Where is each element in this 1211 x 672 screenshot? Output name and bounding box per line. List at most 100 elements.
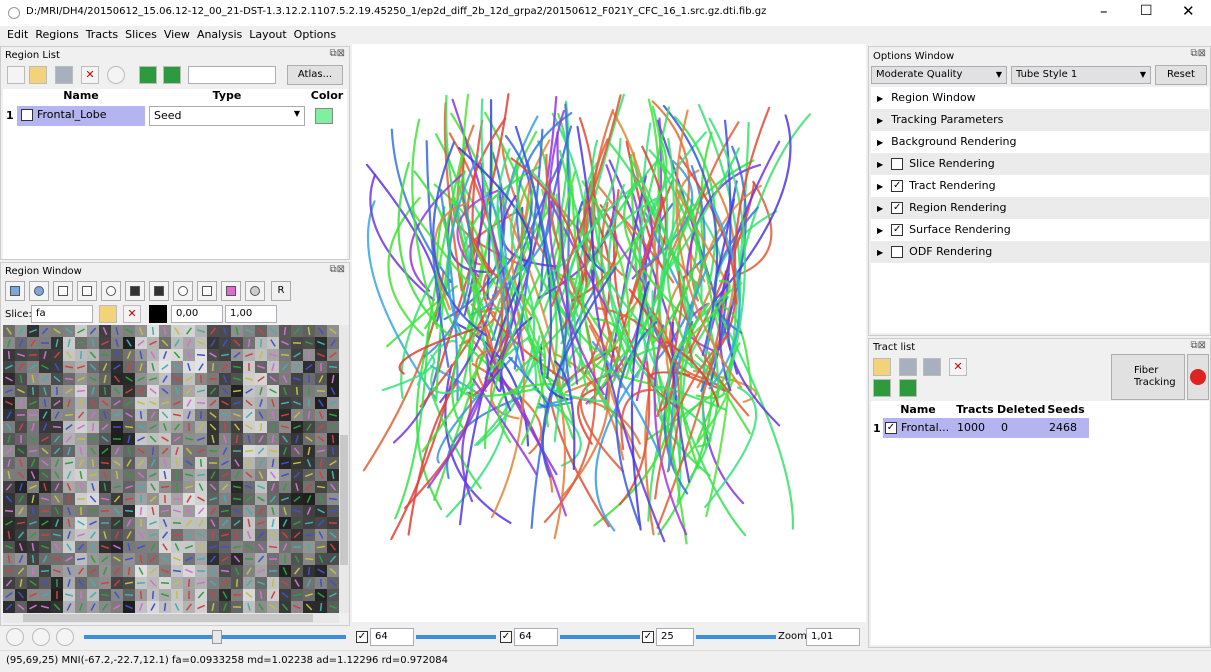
- menu-bar: Edit Regions Tracts Slices View Analysis Layou…: [0, 28, 1211, 44]
- checkbox[interactable]: ✓: [642, 631, 654, 643]
- dock-buttons[interactable]: ⧉⊠: [329, 48, 345, 59]
- region-row[interactable]: Frontal_Lobe: [17, 106, 145, 126]
- slice-combo[interactable]: fa: [31, 305, 93, 323]
- color-button[interactable]: [149, 305, 167, 323]
- option-section[interactable]: ▶Slice Rendering: [871, 153, 1209, 175]
- up-icon[interactable]: [873, 379, 891, 397]
- checkbox[interactable]: ✓: [500, 631, 512, 643]
- down-icon[interactable]: [899, 379, 917, 397]
- checkbox[interactable]: ✓: [885, 422, 897, 434]
- spin[interactable]: 64: [370, 628, 414, 646]
- fiber-direction: [141, 591, 142, 599]
- open-icon[interactable]: [29, 66, 47, 84]
- fiber-direction: [65, 415, 73, 416]
- close[interactable]: ✕: [1182, 2, 1195, 20]
- menu-item[interactable]: View: [164, 28, 190, 41]
- save-icon[interactable]: [899, 358, 917, 376]
- maximize[interactable]: ☐: [1140, 3, 1153, 19]
- menu-item[interactable]: Edit: [7, 28, 28, 41]
- save-icon[interactable]: [55, 66, 73, 84]
- fiber-direction: [272, 579, 273, 587]
- color-swatch[interactable]: [315, 108, 333, 124]
- tool-button: R: [271, 281, 291, 301]
- checkbox[interactable]: [21, 109, 33, 121]
- h-scrollbar[interactable]: [3, 613, 339, 623]
- max-spin[interactable]: 1,00: [225, 305, 277, 323]
- tool-button: [149, 281, 169, 301]
- menu-item[interactable]: Options: [294, 28, 336, 41]
- quality-combo[interactable]: Moderate Quality▼: [871, 66, 1007, 84]
- dock-buttons[interactable]: ⧉⊠: [1190, 48, 1206, 59]
- spin[interactable]: 64: [514, 628, 558, 646]
- zoom-label: Zoom: [778, 631, 807, 642]
- region-name: Frontal_Lobe: [37, 108, 107, 121]
- v-scrollbar[interactable]: [339, 325, 349, 613]
- tract-count: 1000: [957, 421, 985, 434]
- min-value: 0,00: [176, 308, 198, 319]
- view-icon[interactable]: [32, 628, 50, 646]
- search-field[interactable]: [188, 66, 276, 84]
- menu-item[interactable]: Layout: [249, 28, 286, 41]
- down-icon[interactable]: [163, 66, 181, 84]
- new-icon[interactable]: [7, 66, 25, 84]
- fiber-direction: [285, 327, 286, 335]
- tract-row[interactable]: ✓ Frontal... 1000 0 2468: [883, 418, 1089, 438]
- slider[interactable]: [696, 635, 776, 639]
- style-combo[interactable]: Tube Style 1▼: [1011, 66, 1151, 84]
- expand-arrow: ▶: [877, 248, 883, 257]
- delete-icon[interactable]: ✕: [81, 66, 99, 84]
- zoom-spin[interactable]: 1,01: [806, 628, 860, 646]
- slider-handle[interactable]: [212, 630, 222, 644]
- option-section[interactable]: ▶✓Surface Rendering: [871, 219, 1209, 241]
- reset-button[interactable]: Reset: [1155, 65, 1207, 85]
- option-section[interactable]: ▶ODF Rendering: [871, 241, 1209, 263]
- slider[interactable]: [416, 635, 496, 639]
- option-section[interactable]: ▶✓Region Rendering: [871, 197, 1209, 219]
- delete-icon[interactable]: ✕: [949, 358, 967, 376]
- stop-button[interactable]: [1187, 354, 1209, 400]
- tool-button: [77, 281, 97, 301]
- checkbox: ✓: [891, 180, 903, 192]
- option-section[interactable]: ▶✓Tract Rendering: [871, 175, 1209, 197]
- menu-item[interactable]: Tracts: [86, 28, 118, 41]
- menu-item[interactable]: Analysis: [197, 28, 242, 41]
- slice-view[interactable]: [3, 325, 339, 613]
- button-text: Fiber: [1134, 365, 1158, 376]
- option-section[interactable]: ▶Background Rendering: [871, 131, 1209, 153]
- section-label: Surface Rendering: [909, 223, 1011, 236]
- fiber-direction: [77, 439, 85, 440]
- row-index: 1: [873, 422, 881, 435]
- fiber-direction: [305, 559, 313, 560]
- slider[interactable]: [560, 635, 640, 639]
- delete-icon[interactable]: ✕: [123, 305, 141, 323]
- menu-item[interactable]: Slices: [125, 28, 157, 41]
- atlas-button[interactable]: Atlas...: [287, 65, 343, 85]
- tract-3d-view[interactable]: [352, 44, 866, 622]
- section-label: Slice Rendering: [909, 157, 995, 170]
- dock-buttons[interactable]: ⧉⊠: [329, 264, 345, 275]
- column-header: Name: [15, 89, 147, 103]
- save-all-icon[interactable]: [923, 358, 941, 376]
- brain-icon[interactable]: [107, 66, 125, 84]
- open-icon[interactable]: [873, 358, 891, 376]
- view-icon[interactable]: [56, 628, 74, 646]
- fiber-direction: [33, 555, 34, 563]
- fiber-direction: [125, 511, 133, 512]
- menu-item[interactable]: Regions: [35, 28, 78, 41]
- fiber-direction: [197, 355, 205, 356]
- open-icon[interactable]: [99, 305, 117, 323]
- fiber-direction: [140, 507, 141, 515]
- view-icon[interactable]: [6, 628, 24, 646]
- option-section[interactable]: ▶Region Window: [871, 87, 1209, 109]
- up-icon[interactable]: [139, 66, 157, 84]
- type-combo[interactable]: Seed▼: [149, 106, 305, 126]
- minimize[interactable]: –: [1100, 2, 1108, 20]
- fiber-direction: [321, 579, 322, 587]
- column-header: Name: [883, 403, 953, 417]
- dock-buttons[interactable]: ⧉⊠: [1190, 340, 1206, 351]
- checkbox[interactable]: ✓: [356, 631, 368, 643]
- spin[interactable]: 25: [656, 628, 694, 646]
- option-section[interactable]: ▶Tracking Parameters: [871, 109, 1209, 131]
- min-spin[interactable]: 0,00: [171, 305, 223, 323]
